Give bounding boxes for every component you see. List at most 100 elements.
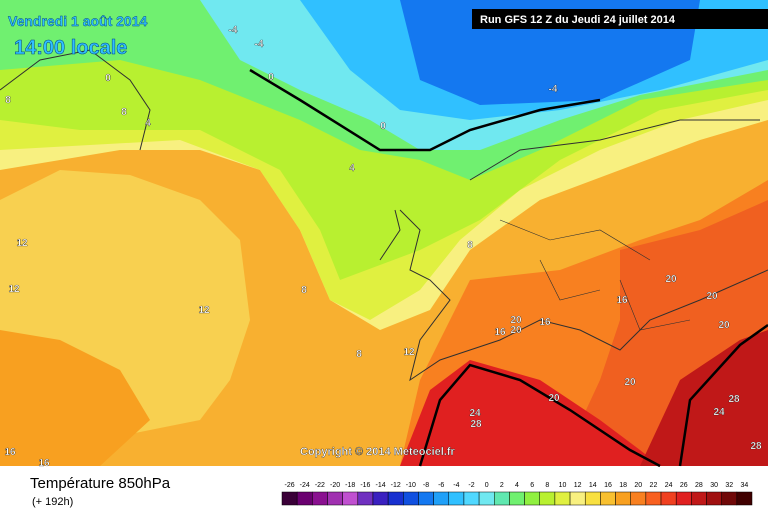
contour-label: 12 bbox=[198, 305, 210, 316]
legend-swatch bbox=[296, 491, 313, 506]
color-legend: -26 -24 -22 -20 -18 -16 -14 -12 -10 -8 -6 -4 -2 0 2 4 6 8… bbox=[281, 482, 753, 506]
legend-swatch bbox=[539, 491, 556, 506]
contour-label: 16 bbox=[494, 327, 506, 338]
legend-label: -24 bbox=[300, 482, 310, 489]
contour-label: 20 bbox=[665, 274, 677, 285]
legend-label: -12 bbox=[391, 482, 401, 489]
legend-label: 26 bbox=[680, 482, 688, 489]
contour-label: 8 bbox=[5, 95, 11, 106]
legend-swatch bbox=[281, 491, 298, 506]
zone-sw bbox=[0, 330, 150, 466]
contour-label: 28 bbox=[470, 419, 482, 430]
legend-swatch bbox=[463, 491, 480, 506]
contour-label: 16 bbox=[38, 458, 50, 469]
legend-swatch bbox=[630, 491, 647, 506]
footer-title: Température 850hPa bbox=[30, 475, 171, 492]
legend-label: 6 bbox=[530, 482, 534, 489]
legend-swatch bbox=[387, 491, 404, 506]
legend-label: 32 bbox=[725, 482, 733, 489]
zone-middle-east bbox=[640, 330, 768, 466]
legend-swatch bbox=[509, 491, 525, 506]
legend-label: -14 bbox=[375, 482, 385, 489]
contour-label: -4 bbox=[229, 25, 238, 36]
contour-label: 4 bbox=[349, 163, 355, 174]
legend-swatch bbox=[312, 491, 328, 506]
legend-label: -26 bbox=[285, 482, 295, 489]
legend-label: 2 bbox=[500, 482, 504, 489]
contour-label: 12 bbox=[16, 238, 28, 249]
contour-label: 0 bbox=[105, 73, 111, 84]
legend-swatch bbox=[615, 491, 631, 506]
legend-swatch bbox=[691, 491, 707, 506]
contour-label: 20 bbox=[510, 325, 522, 336]
legend-label: 14 bbox=[589, 482, 597, 489]
legend-swatch bbox=[418, 491, 434, 506]
contour-label: 12 bbox=[403, 347, 415, 358]
run-text: Run GFS 12 Z du Jeudi 24 juillet 2014 bbox=[480, 14, 676, 26]
contour-label: 0 bbox=[380, 121, 386, 132]
isotherm-24 bbox=[418, 363, 661, 468]
legend-swatch bbox=[645, 491, 662, 506]
legend-swatch bbox=[706, 491, 722, 506]
time-text: 14:00 locale bbox=[14, 37, 127, 59]
legend-swatch bbox=[342, 491, 359, 506]
legend-swatch bbox=[600, 491, 616, 506]
zone-africa bbox=[400, 360, 660, 466]
contour-label: 20 bbox=[718, 320, 730, 331]
isotherm-zero bbox=[249, 68, 601, 152]
legend-label: -6 bbox=[438, 482, 444, 489]
legend-label: 22 bbox=[650, 482, 658, 489]
legend-label: -18 bbox=[345, 482, 355, 489]
contour-label: 8 bbox=[121, 107, 127, 118]
footer: Température 850hPa (+ 192h) -26 -24 -22 -20… bbox=[30, 475, 753, 508]
contour-label: 0 bbox=[268, 72, 274, 83]
contour-label: 24 bbox=[469, 408, 481, 419]
legend-label: 34 bbox=[741, 482, 749, 489]
contour-label: 24 bbox=[713, 407, 725, 418]
legend-label: -20 bbox=[330, 482, 340, 489]
contour-label: 20 bbox=[706, 291, 718, 302]
contour-label: 20 bbox=[624, 377, 636, 388]
contour-label: 16 bbox=[539, 317, 551, 328]
borders bbox=[499, 219, 691, 331]
contour-label: -4 bbox=[549, 84, 558, 95]
legend-label: -4 bbox=[453, 482, 459, 489]
legend-swatch bbox=[372, 491, 389, 506]
copyright: Copyright © 2014 Meteociel.fr bbox=[300, 446, 456, 458]
legend-label: -2 bbox=[468, 482, 474, 489]
legend-swatch bbox=[357, 491, 374, 506]
legend-swatch bbox=[494, 491, 510, 506]
isotherm-24b bbox=[678, 323, 768, 467]
legend-label: -10 bbox=[406, 482, 416, 489]
legend-label: -16 bbox=[360, 482, 370, 489]
legend-label: 20 bbox=[634, 482, 642, 489]
legend-label: 0 bbox=[485, 482, 489, 489]
coastlines bbox=[0, 49, 768, 382]
legend-label: 18 bbox=[619, 482, 627, 489]
legend-swatch bbox=[569, 491, 586, 506]
contour-label: 28 bbox=[750, 441, 762, 452]
contour-label: 20 bbox=[510, 315, 522, 326]
legend-swatch bbox=[660, 491, 677, 506]
contour-label: 16 bbox=[616, 295, 628, 306]
contour-label: 8 bbox=[467, 240, 473, 251]
legend-swatch bbox=[448, 491, 465, 506]
legend-label: 12 bbox=[574, 482, 582, 489]
contour-label: 4 bbox=[145, 118, 151, 129]
legend-label: 30 bbox=[710, 482, 718, 489]
contour-label: 28 bbox=[728, 394, 740, 405]
legend-swatch bbox=[524, 491, 540, 506]
contour-label: 8 bbox=[356, 349, 362, 360]
run-box bbox=[472, 9, 768, 29]
legend-label: 4 bbox=[515, 482, 519, 489]
legend-label: -8 bbox=[423, 482, 429, 489]
legend-label: 24 bbox=[665, 482, 673, 489]
legend-swatch bbox=[736, 491, 753, 506]
legend-label: 28 bbox=[695, 482, 703, 489]
legend-swatch bbox=[403, 491, 419, 506]
contour-label: 16 bbox=[4, 447, 16, 458]
legend-swatch bbox=[584, 491, 601, 506]
contour-label: 8 bbox=[301, 285, 307, 296]
